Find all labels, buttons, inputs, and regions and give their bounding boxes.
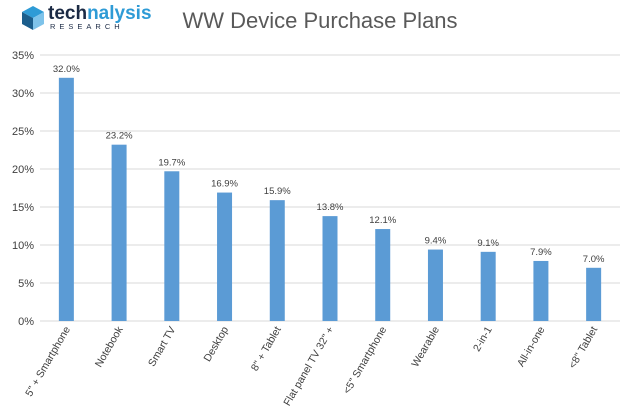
- data-label: 9.1%: [477, 238, 499, 249]
- data-label: 7.0%: [583, 254, 605, 265]
- bar: [427, 249, 443, 321]
- bar: [533, 260, 549, 321]
- x-tick-label: All-in-one: [515, 324, 548, 369]
- technalysis-logo: technalysis RESEARCH: [22, 3, 152, 31]
- bar: [586, 267, 602, 321]
- data-label: 13.8%: [317, 202, 344, 213]
- y-axis: 0% 5% 10% 15% 20% 25% 30% 35%: [12, 50, 34, 328]
- y-tick-label: 20%: [12, 164, 34, 176]
- data-label: 9.4%: [425, 236, 447, 247]
- x-tick-label: Flat panel TV 32" +: [281, 325, 336, 409]
- x-axis: 5" + Smartphone Notebook Smart TV Desktop 8"…: [23, 324, 600, 408]
- brand-name-part1: tech: [48, 3, 87, 24]
- cube-icon: [22, 6, 44, 30]
- bar: [269, 200, 285, 321]
- data-label: 12.1%: [369, 215, 396, 226]
- x-tick-label: 5" + Smartphone: [23, 324, 73, 398]
- y-tick-label: 25%: [12, 126, 34, 138]
- data-label: 32.0%: [53, 64, 80, 75]
- brand-name-part2: nalysis: [87, 3, 151, 24]
- data-label: 23.2%: [106, 131, 133, 142]
- bar: [111, 144, 127, 321]
- y-tick-label: 30%: [12, 88, 34, 100]
- y-tick-label: 10%: [12, 240, 34, 252]
- bar: [480, 251, 496, 321]
- x-tick-label: Notebook: [93, 324, 126, 370]
- bars: [58, 77, 602, 321]
- bar: [375, 229, 391, 321]
- data-labels: 32.0% 23.2% 19.7% 16.9% 15.9% 13.8% 12.1% 9.4% 9…: [53, 64, 605, 265]
- data-label: 7.9%: [530, 247, 552, 258]
- x-tick-label: <8" Tablet: [567, 324, 601, 370]
- svg-text:technalysis: technalysis: [48, 3, 152, 24]
- bar: [217, 192, 233, 321]
- y-tick-label: 35%: [12, 50, 34, 62]
- bar: [322, 216, 338, 321]
- data-label: 16.9%: [211, 179, 238, 190]
- x-tick-label: <5" Smartphone: [341, 324, 389, 396]
- y-tick-label: 5%: [18, 278, 34, 290]
- chart-title: WW Device Purchase Plans: [182, 8, 457, 33]
- x-tick-label: 8" + Tablet: [249, 324, 284, 373]
- data-label: 15.9%: [264, 186, 291, 197]
- data-label: 19.7%: [158, 157, 185, 168]
- x-tick-label: Desktop: [201, 324, 231, 363]
- x-tick-label: Smart TV: [146, 325, 178, 369]
- bar: [58, 77, 74, 321]
- x-tick-label: Wearable: [409, 324, 442, 369]
- bar: [164, 171, 180, 321]
- y-tick-label: 0%: [18, 316, 34, 328]
- y-tick-label: 15%: [12, 202, 34, 214]
- brand-tagline: RESEARCH: [50, 22, 124, 31]
- x-tick-label: 2-in-1: [471, 324, 495, 353]
